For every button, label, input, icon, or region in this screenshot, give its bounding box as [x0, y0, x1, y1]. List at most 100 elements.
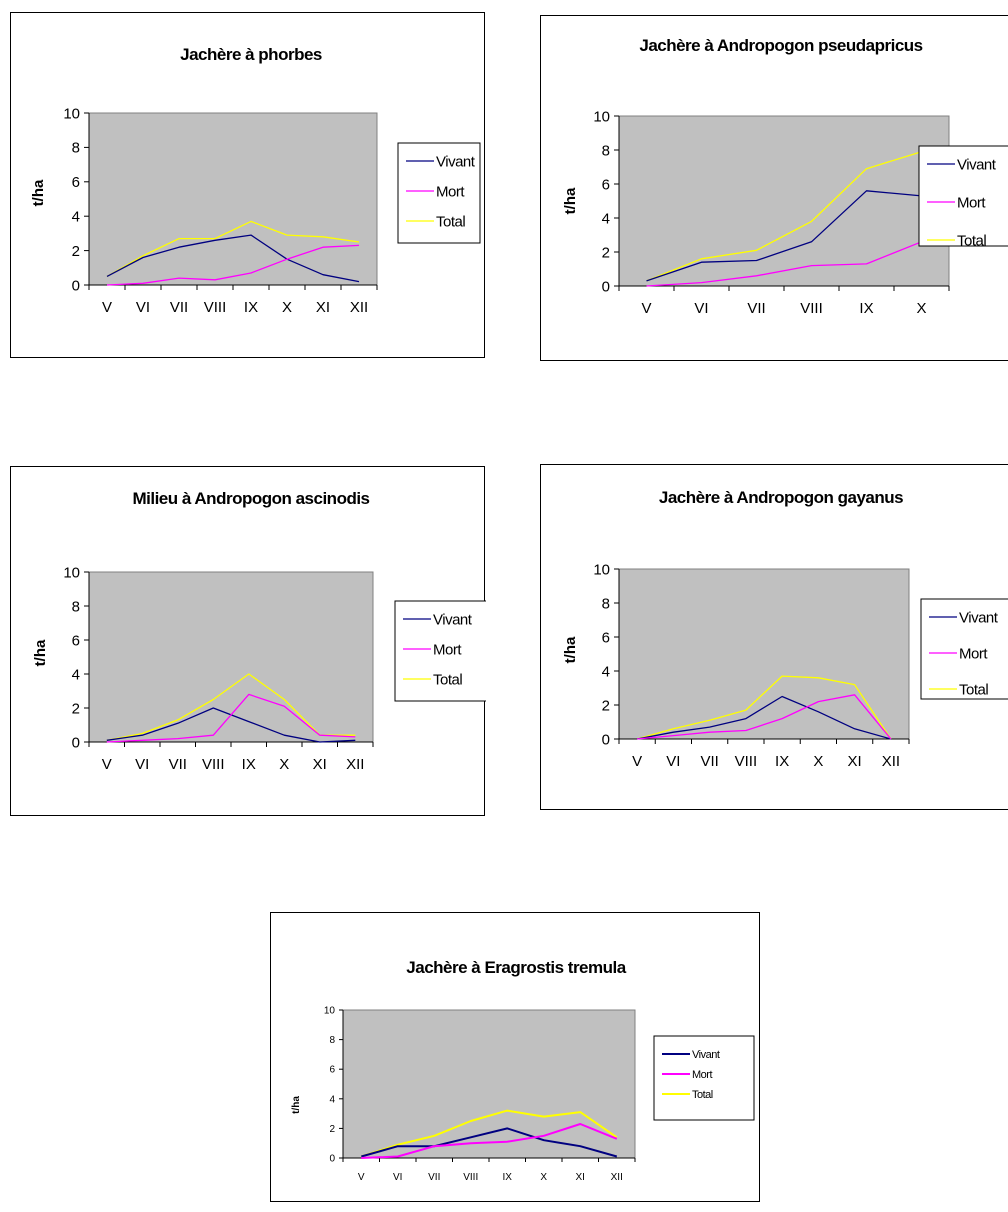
x-tick-label: V — [632, 753, 642, 770]
x-tick-label: V — [358, 1172, 365, 1183]
x-tick-label: VIII — [463, 1172, 478, 1183]
legend-label: Mort — [433, 641, 462, 658]
chart-title: Milieu à Andropogon ascinodis — [132, 489, 369, 508]
legend-label: Total — [957, 232, 986, 249]
y-tick-label: 4 — [72, 208, 80, 225]
x-tick-label: VI — [136, 299, 150, 316]
y-tick-label: 2 — [602, 244, 610, 261]
legend-label: Mort — [692, 1069, 712, 1081]
x-tick-label: V — [641, 300, 651, 317]
y-tick-label: 4 — [602, 210, 610, 227]
y-tick-label: 4 — [329, 1094, 335, 1105]
series-line-total — [646, 151, 922, 282]
legend-label: Total — [692, 1089, 713, 1101]
chart-jachere-andropogon-pseudapricus: Jachère à Andropogon pseudapricus 0 2 4 6 8 10… — [540, 15, 1008, 361]
y-tick-label: 10 — [63, 564, 80, 581]
y-tick-label: 6 — [72, 174, 80, 191]
chart-jachere-phorbes: Jachère à phorbes 0 2 4 6 8 10 V VI VII VIII IX X XI X… — [10, 12, 485, 358]
plot-area — [88, 571, 374, 743]
x-tick-label: VII — [169, 756, 187, 773]
series-line-total — [106, 220, 360, 277]
legend-label: Vivant — [433, 611, 473, 628]
chart-title: Jachère à Andropogon gayanus — [659, 488, 903, 507]
series-line-vivant — [106, 234, 360, 283]
x-tick-label: XII — [611, 1172, 623, 1183]
x-tick-label: VI — [694, 300, 708, 317]
y-tick-label: 2 — [72, 243, 80, 260]
y-tick-label: 10 — [324, 1006, 336, 1017]
y-tick-label: 2 — [72, 700, 80, 717]
x-tick-label: V — [102, 299, 112, 316]
y-tick-label: 0 — [329, 1154, 335, 1165]
x-tick-label: XI — [316, 299, 330, 316]
plot-area — [88, 112, 378, 286]
x-tick-label: XI — [576, 1172, 585, 1183]
x-tick-label: VI — [666, 753, 680, 770]
x-tick-label: XII — [882, 753, 900, 770]
chart-svg: Jachère à Andropogon pseudapricus 0 2 4 6 8 10… — [562, 36, 1008, 317]
y-tick-label: 6 — [72, 632, 80, 649]
legend-label: Vivant — [436, 153, 476, 170]
plot-area — [618, 115, 950, 287]
chart-svg: Jachère à phorbes 0 2 4 6 8 10 V VI VII VIII IX X XI X… — [30, 45, 481, 316]
legend-box — [397, 142, 481, 244]
legend-box — [394, 600, 486, 702]
legend-label: Vivant — [957, 156, 997, 173]
x-tick-label: VIII — [204, 299, 227, 316]
y-tick-label: 0 — [72, 734, 80, 751]
chart-svg: Milieu à Andropogon ascinodis 0 2 4 6 8 10 V VI V… — [32, 489, 486, 773]
x-tick-label: XI — [848, 753, 862, 770]
series-line-total — [106, 673, 356, 741]
y-tick-label: 2 — [602, 697, 610, 714]
legend-box — [653, 1035, 755, 1121]
x-tick-label: X — [916, 300, 926, 317]
legend-label: Mort — [436, 183, 465, 200]
x-tick-label: V — [102, 756, 112, 773]
x-tick-label: XI — [313, 756, 327, 773]
series-line-total — [360, 1109, 618, 1158]
x-tick-label: X — [279, 756, 289, 773]
x-tick-label: IX — [503, 1172, 513, 1183]
legend-label: Total — [436, 213, 465, 230]
legend-label: Total — [959, 681, 988, 698]
x-tick-label: VII — [428, 1172, 440, 1183]
y-tick-label: 2 — [329, 1124, 335, 1135]
y-axis-label: t/ha — [30, 179, 47, 206]
y-axis-label: t/ha — [562, 187, 579, 214]
x-tick-label: VIII — [800, 300, 823, 317]
series-line-total — [636, 675, 892, 740]
x-tick-label: X — [813, 753, 823, 770]
x-tick-label: VII — [700, 753, 718, 770]
x-tick-label: VIII — [202, 756, 225, 773]
series-line-vivant — [636, 695, 892, 740]
y-tick-label: 0 — [602, 278, 610, 295]
chart-title: Jachère à Eragrostis tremula — [406, 958, 626, 977]
series-line-mort — [106, 244, 360, 286]
y-tick-label: 0 — [72, 277, 80, 294]
y-tick-label: 8 — [72, 140, 80, 157]
x-tick-label: VIII — [735, 753, 758, 770]
chart-jachere-eragrostis-tremula: Jachère à Eragrostis tremula 0 2 4 6 8 10 V VI VI… — [270, 912, 760, 1202]
x-tick-label: XII — [350, 299, 368, 316]
x-tick-label: VII — [170, 299, 188, 316]
y-tick-label: 0 — [602, 731, 610, 748]
x-tick-label: IX — [244, 299, 258, 316]
y-tick-label: 8 — [602, 595, 610, 612]
series-line-vivant — [646, 190, 922, 282]
y-tick-label: 6 — [602, 629, 610, 646]
legend-label: Total — [433, 671, 462, 688]
y-axis-label: t/ha — [32, 639, 49, 666]
chart-title: Jachère à Andropogon pseudapricus — [639, 36, 922, 55]
y-tick-label: 10 — [63, 105, 80, 122]
series-line-mort — [361, 1123, 618, 1159]
y-tick-label: 6 — [602, 176, 610, 193]
y-axis-label: t/ha — [562, 636, 579, 663]
chart-svg: Jachère à Andropogon gayanus 0 2 4 6 8 10 V VI VI… — [562, 488, 1008, 770]
series-line-mort — [637, 694, 892, 740]
series-line-mort — [646, 241, 922, 287]
x-tick-label: VII — [747, 300, 765, 317]
plot-area — [618, 568, 910, 740]
y-tick-label: 10 — [593, 108, 610, 125]
y-tick-label: 4 — [602, 663, 610, 680]
y-tick-label: 8 — [329, 1035, 335, 1046]
